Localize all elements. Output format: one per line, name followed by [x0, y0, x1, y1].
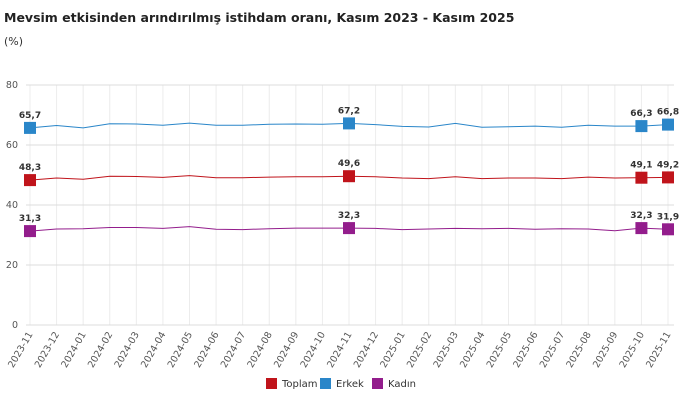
- x-tick-label: 2025-08: [564, 330, 593, 370]
- marker: [343, 170, 355, 183]
- legend-label: Toplam: [281, 379, 318, 390]
- marker: [662, 223, 674, 236]
- legend-swatch: [266, 378, 277, 389]
- marker: [662, 171, 674, 184]
- x-tick-label: 2024-07: [219, 330, 248, 370]
- y-tick-label: 0: [12, 320, 18, 331]
- x-tick-label: 2025-06: [511, 330, 540, 370]
- legend-label: Kadın: [388, 379, 416, 390]
- legend-swatch: [372, 378, 383, 389]
- x-tick-label: 2025-10: [618, 330, 647, 370]
- x-tick-label: 2024-03: [113, 330, 142, 370]
- value-label: 66,8: [657, 108, 679, 118]
- marker: [635, 120, 648, 133]
- chart-subtitle: (%): [4, 35, 23, 48]
- marker: [635, 171, 648, 184]
- x-tick-label: 2024-12: [352, 330, 381, 370]
- x-tick-label: 2025-04: [458, 330, 487, 370]
- x-tick-label: 2024-05: [166, 330, 195, 370]
- y-tick-label: 60: [6, 140, 18, 151]
- x-tick-label: 2025-01: [378, 330, 407, 370]
- x-tick-label: 2024-02: [86, 330, 115, 370]
- value-label: 49,1: [630, 161, 652, 171]
- marker: [635, 222, 648, 235]
- x-tick-label: 2024-11: [325, 330, 354, 370]
- value-label: 31,3: [19, 214, 41, 224]
- x-tick-label: 2024-04: [139, 330, 168, 370]
- x-tick-label: 2023-12: [33, 330, 62, 370]
- value-label: 67,2: [338, 106, 360, 116]
- x-tick-label: 2025-03: [432, 330, 461, 370]
- x-tick-label: 2024-10: [299, 330, 328, 370]
- value-label: 65,7: [19, 111, 41, 121]
- marker: [24, 225, 36, 238]
- value-label: 31,9: [657, 212, 679, 222]
- value-label: 32,3: [630, 211, 652, 221]
- y-tick-label: 80: [6, 80, 18, 91]
- x-tick-label: 2024-01: [59, 330, 88, 370]
- x-tick-label: 2025-02: [405, 330, 434, 370]
- marker: [343, 117, 355, 130]
- value-label: 49,6: [338, 159, 360, 169]
- x-tick-label: 2025-05: [485, 330, 514, 370]
- marker: [662, 118, 674, 131]
- y-tick-label: 40: [6, 200, 18, 211]
- value-label: 48,3: [19, 163, 41, 173]
- x-tick-label: 2025-07: [538, 330, 567, 370]
- x-tick-label: 2025-09: [591, 330, 620, 370]
- value-label: 32,3: [338, 211, 360, 221]
- marker: [343, 222, 355, 235]
- x-tick-label: 2023-11: [6, 330, 35, 370]
- value-label: 66,3: [630, 109, 652, 119]
- x-tick-label: 2025-11: [644, 330, 673, 370]
- legend-label: Erkek: [336, 379, 364, 390]
- y-tick-label: 20: [6, 260, 18, 271]
- chart-title: Mevsim etkisinden arındırılmış istihdam …: [4, 10, 514, 25]
- x-tick-label: 2024-08: [245, 330, 274, 370]
- legend-swatch: [320, 378, 331, 389]
- x-tick-label: 2024-09: [272, 330, 301, 370]
- marker: [24, 174, 36, 187]
- x-tick-label: 2024-06: [192, 330, 221, 370]
- value-label: 49,2: [657, 160, 679, 170]
- marker: [24, 121, 36, 134]
